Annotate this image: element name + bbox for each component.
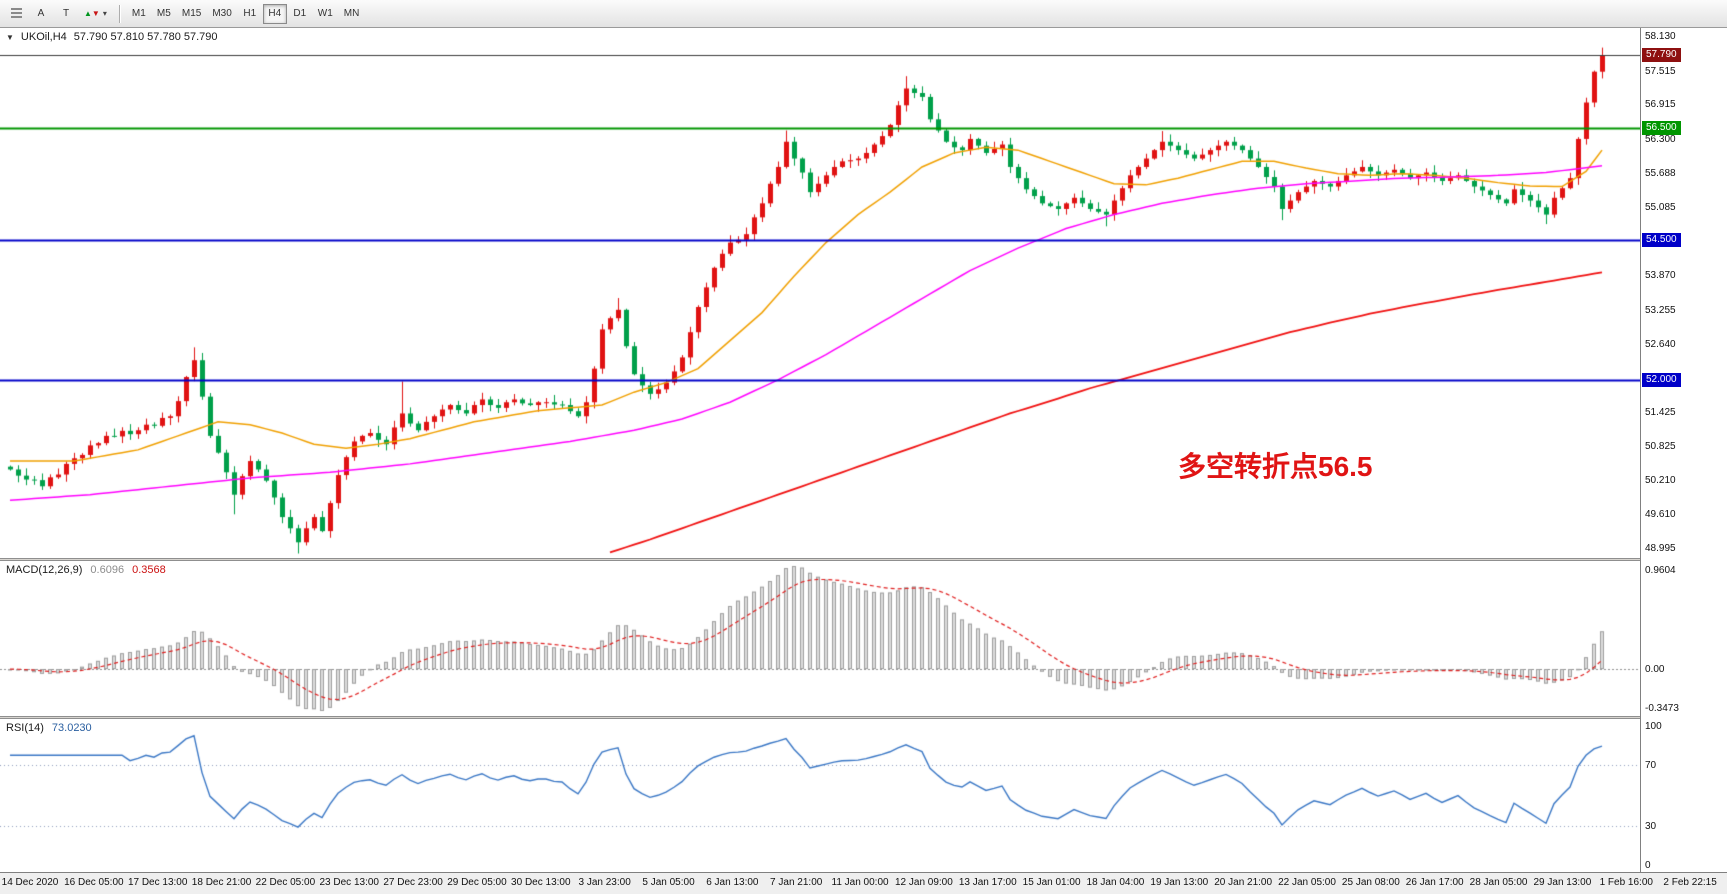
macd-canvas[interactable] <box>0 561 1640 716</box>
price-badge: 54.500 <box>1642 232 1681 247</box>
price-badge: 52.000 <box>1642 372 1681 387</box>
scale-tick-label: 100 <box>1645 721 1662 732</box>
scale-tick-label: 57.515 <box>1645 65 1676 77</box>
timeframe-m5[interactable]: M5 <box>152 4 176 24</box>
scale-tick-label: 56.915 <box>1645 99 1676 111</box>
caret-down-icon: ▾ <box>102 9 107 18</box>
time-tick-label: 1 Feb 16:00 <box>1599 877 1653 888</box>
time-tick-label: 13 Jan 17:00 <box>958 877 1017 888</box>
scale-tick-label: 53.870 <box>1645 270 1676 282</box>
time-tick-label: 11 Jan 00:00 <box>831 877 889 888</box>
time-tick-label: 17 Dec 13:00 <box>127 877 188 888</box>
objects-dropdown-button[interactable]: ▲ ▼ ▾ <box>79 4 112 24</box>
chart-title: ▼ UKOil,H4 57.790 57.810 57.780 57.790 <box>6 31 218 43</box>
top-toolbar: A T ▲ ▼ ▾ M1 M5 M15 M30 H1 H4 D1 W1 MN <box>0 0 1727 28</box>
chart-annotation-text: 多空转折点56.5 <box>1178 451 1373 483</box>
symbol-period-label: UKOil,H4 <box>20 31 67 43</box>
panel-splitter-rsi[interactable] <box>0 716 1727 719</box>
scale-tick-label: 0 <box>1645 860 1651 871</box>
scale-tick-label: 0.00 <box>1645 664 1665 676</box>
scale-tick-label: 48.995 <box>1645 543 1676 555</box>
timeframe-m1[interactable]: M1 <box>127 4 151 24</box>
time-tick-label: 19 Jan 13:00 <box>1150 877 1209 888</box>
panel-splitter-macd[interactable] <box>0 558 1727 561</box>
timeframe-d1[interactable]: D1 <box>288 4 312 24</box>
arrow-tool-button[interactable]: A <box>29 4 53 24</box>
main-chart-panel: ▼ UKOil,H4 57.790 57.810 57.780 57.790 多… <box>0 28 1640 558</box>
time-tick-label: 2 Feb 22:15 <box>1663 877 1717 888</box>
time-tick-label: 29 Jan 13:00 <box>1533 877 1592 888</box>
macd-main-value: 0.6096 <box>90 564 125 576</box>
scale-tick-label: -0.3473 <box>1645 703 1679 714</box>
time-tick-label: 25 Jan 08:00 <box>1341 877 1400 888</box>
time-tick-label: 23 Dec 13:00 <box>319 877 380 888</box>
rsi-name: RSI(14) <box>6 722 44 734</box>
timeframe-m30[interactable]: M30 <box>207 4 236 24</box>
price-scale[interactable]: 58.130 57.515 56.915 56.300 55.688 55.085 53.8… <box>1640 28 1727 872</box>
time-tick-label: 15 Jan 01:00 <box>1022 877 1081 888</box>
time-tick-label: 22 Dec 05:00 <box>255 877 316 888</box>
time-tick-label: 22 Jan 05:00 <box>1278 877 1336 888</box>
time-tick-label: 29 Dec 05:00 <box>447 877 507 888</box>
collapse-triangle-icon[interactable]: ▼ <box>6 32 14 42</box>
ohlc-readout: 57.790 57.810 57.780 57.790 <box>73 31 218 43</box>
scale-tick-label: 50.210 <box>1645 475 1676 487</box>
chart-list-button[interactable] <box>4 4 28 24</box>
time-axis[interactable]: 14 Dec 2020 16 Dec 05:00 17 Dec 13:00 18 De… <box>0 872 1727 894</box>
time-tick-label: 5 Jan 05:00 <box>642 877 695 888</box>
toolbar-separator <box>118 4 120 23</box>
time-tick-label: 12 Jan 09:00 <box>894 877 953 888</box>
macd-label: MACD(12,26,9) 0.6096 0.3568 <box>6 564 166 576</box>
scale-tick-label: 55.085 <box>1645 202 1676 213</box>
price-badge: 57.790 <box>1642 48 1681 63</box>
scale-tick-label: 30 <box>1645 821 1657 833</box>
time-tick-label: 20 Jan 21:00 <box>1214 877 1273 888</box>
rsi-panel: RSI(14) 73.0230 <box>0 719 1640 872</box>
scale-tick-label: 58.130 <box>1645 31 1676 43</box>
timeframe-group: M1 M5 M15 M30 H1 H4 D1 W1 MN <box>127 3 365 24</box>
time-tick-label: 18 Jan 04:00 <box>1086 877 1145 888</box>
time-tick-label: 16 Dec 05:00 <box>64 877 124 888</box>
time-tick-label: 7 Jan 21:00 <box>770 877 823 888</box>
timeframe-w1[interactable]: W1 <box>313 4 338 24</box>
price-badge: 56.500 <box>1642 120 1681 135</box>
timeframe-m15[interactable]: M15 <box>177 4 206 24</box>
time-tick-label: 27 Dec 23:00 <box>383 877 443 888</box>
chart-region: ▼ UKOil,H4 57.790 57.810 57.780 57.790 多… <box>0 28 1727 894</box>
down-arrow-icon: ▼ <box>91 8 100 18</box>
scale-tick-label: 49.610 <box>1645 508 1676 520</box>
scale-tick-label: 56.300 <box>1645 133 1676 145</box>
timeframe-mn[interactable]: MN <box>339 4 365 24</box>
scale-tick-label: 70 <box>1645 759 1657 771</box>
scale-tick-label: 51.425 <box>1645 407 1676 419</box>
macd-name: MACD(12,26,9) <box>6 564 83 576</box>
scale-tick-label: 52.640 <box>1645 338 1676 350</box>
time-tick-label: 6 Jan 13:00 <box>706 877 759 888</box>
macd-panel: MACD(12,26,9) 0.6096 0.3568 <box>0 561 1640 716</box>
timeframe-h1[interactable]: H1 <box>238 4 262 24</box>
scale-tick-label: 53.255 <box>1645 304 1676 316</box>
time-tick-label: 26 Jan 17:00 <box>1405 877 1464 888</box>
scale-tick-label: 50.825 <box>1645 440 1676 452</box>
time-tick-label: 28 Jan 05:00 <box>1469 877 1528 888</box>
timeframe-h4[interactable]: H4 <box>262 3 287 24</box>
time-tick-label: 3 Jan 23:00 <box>578 877 631 888</box>
up-arrow-icon: ▲ <box>84 8 92 18</box>
rsi-label: RSI(14) 73.0230 <box>6 722 92 734</box>
time-tick-label: 14 Dec 2020 <box>1 877 59 888</box>
text-tool-button[interactable]: T <box>54 4 78 24</box>
rsi-value: 73.0230 <box>51 722 92 734</box>
macd-signal-value: 0.3568 <box>132 564 166 576</box>
scale-tick-label: 55.688 <box>1645 168 1676 180</box>
rsi-canvas[interactable] <box>0 719 1640 872</box>
time-tick-label: 18 Dec 21:00 <box>191 877 252 888</box>
grid-icon <box>10 8 22 19</box>
tools-group: A T ▲ ▼ ▾ <box>4 4 112 24</box>
scale-tick-label: 0.9604 <box>1645 565 1676 576</box>
time-tick-label: 30 Dec 13:00 <box>511 877 571 888</box>
main-chart-canvas[interactable] <box>0 28 1640 558</box>
